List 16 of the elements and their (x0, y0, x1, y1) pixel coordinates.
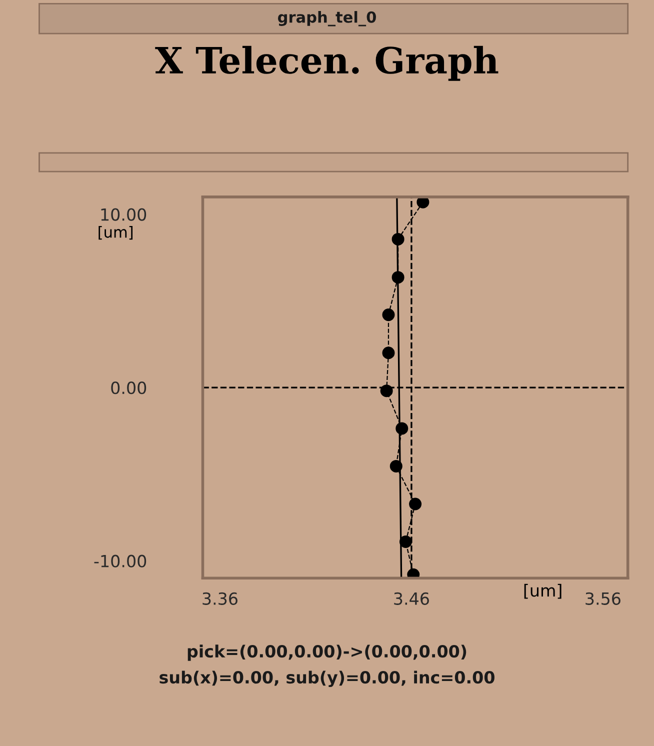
text: pick=(0.00,0.00)->(0.00,0.00) (188, 644, 466, 661)
point (409, 498, 422, 510)
x-tick-label: 3.46 (394, 592, 429, 605)
point (416, 196, 430, 208)
x-tick-label: 3.36 (202, 592, 238, 605)
chart-title: X Telecen. Graph (155, 46, 498, 81)
point (382, 308, 395, 322)
point (382, 346, 395, 360)
y-tick-label: -10.00 (94, 554, 146, 568)
y-tick-label: 0.00 (111, 382, 146, 394)
y-tick-label: 10.00 (101, 208, 146, 221)
x-tick-label: 3.56 (586, 592, 620, 605)
chart-subtitle: graph_tel_0 (278, 11, 376, 26)
x-axis-title: [um] (524, 584, 562, 599)
text: sub(x)=0.00, sub(y)=0.00, inc=0.00 (160, 670, 494, 687)
y-axis-title: [um] (98, 226, 133, 240)
